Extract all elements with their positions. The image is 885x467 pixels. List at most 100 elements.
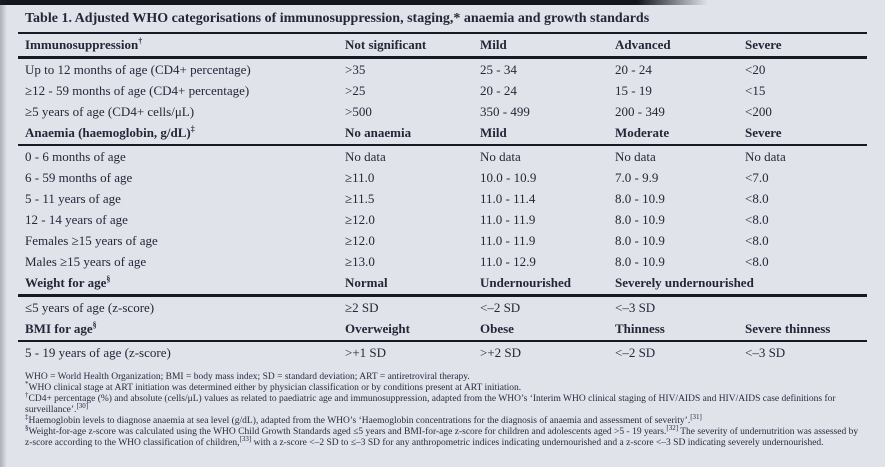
cell-value: 20 - 24 — [615, 61, 652, 77]
footnote: *WHO clinical stage at ART initiation wa… — [25, 379, 859, 394]
row-label: Males ≥15 years of age — [25, 254, 147, 269]
column-header: Advanced — [615, 37, 671, 52]
table-row: 5 - 19 years of age (z-score) >+1 SD >+2… — [18, 342, 869, 363]
cell-value: 8.0 - 10.9 — [615, 254, 665, 269]
footnote-text: Haemoglobin levels to diagnose anaemia a… — [28, 412, 702, 426]
cell-value: ≥11.0 — [345, 170, 375, 185]
column-header: Moderate — [615, 124, 670, 140]
section-title: Weight for age§ — [25, 272, 345, 294]
cell-value: <200 — [745, 103, 772, 119]
section-title-text: Immunosuppression — [25, 37, 139, 52]
cell-value: <–3 SD — [615, 299, 656, 315]
footnote-marker: * — [25, 379, 29, 388]
column-header: Severe thinness — [745, 320, 831, 336]
divider — [18, 339, 867, 342]
cell-value: <8.0 — [745, 191, 769, 206]
table-row: ≥12 - 59 months of age (CD4+ percentage)… — [18, 80, 869, 101]
row-label: Females ≥15 years of age — [25, 233, 158, 248]
column-header: Undernourished — [480, 275, 572, 290]
footnote: †CD4+ percentage (%) and absolute (cells… — [25, 390, 859, 416]
cell-value: 8.0 - 10.9 — [615, 191, 665, 206]
footnote-marker: § — [92, 320, 97, 330]
cell-value: <–2 SD — [480, 299, 521, 315]
column-header: Severe — [745, 124, 782, 140]
cell-value: <8.0 — [745, 212, 769, 227]
row-label: Up to 12 months of age (CD4+ percentage) — [25, 61, 251, 77]
table-title: Table 1. Adjusted WHO categorisations of… — [25, 11, 650, 26]
cell-value: 8.0 - 10.9 — [615, 212, 665, 227]
section-title-text: Anaemia (haemoglobin, g/dL) — [25, 124, 191, 140]
cell-value: >25 — [345, 82, 366, 98]
table-row: Up to 12 months of age (CD4+ percentage)… — [18, 59, 869, 80]
cell-value: 25 - 34 — [480, 61, 517, 77]
divider — [18, 294, 867, 297]
column-header: Not significant — [345, 37, 427, 52]
row-label: 0 - 6 months of age — [25, 149, 126, 164]
cell-value: <8.0 — [745, 254, 769, 269]
footnote-text: WHO clinical stage at ART initiation was… — [28, 383, 522, 393]
divider-under-title — [18, 32, 867, 34]
cell-value: 20 - 24 — [480, 82, 517, 98]
footnotes-block: WHO = World Health Organization; BMI = b… — [18, 372, 869, 449]
table-row: 5 - 11 years of age ≥11.5 11.0 - 11.4 8.… — [18, 188, 869, 209]
section-header-row: Anaemia (haemoglobin, g/dL)‡ No anaemia … — [18, 122, 869, 144]
cell-value: >35 — [345, 61, 366, 77]
footnote: WHO = World Health Organization; BMI = b… — [25, 372, 859, 383]
cell-value: 11.0 - 11.4 — [480, 191, 536, 206]
cell-value: 11.0 - 11.9 — [480, 212, 536, 227]
cell-value: ≥12.0 — [345, 233, 375, 248]
cell-value: <–2 SD — [615, 345, 656, 360]
section-header-row: Immunosuppression† Not significant Mild … — [18, 34, 869, 56]
row-label: 5 - 11 years of age — [25, 191, 121, 206]
cell-value: <7.0 — [745, 170, 769, 185]
cell-value: >+1 SD — [345, 345, 387, 360]
footnote-marker: ‡ — [190, 124, 195, 134]
column-header: Mild — [480, 124, 507, 140]
cell-value: 200 - 349 — [615, 103, 665, 119]
footnote-text: WHO = World Health Organization; BMI = b… — [25, 372, 470, 382]
table-row: 0 - 6 months of age No data No data No d… — [18, 146, 869, 167]
column-header: Severe — [745, 37, 782, 52]
cell-value: 7.0 - 9.9 — [615, 170, 659, 185]
cell-value: >+2 SD — [480, 345, 522, 360]
footnote-marker: § — [106, 274, 111, 284]
column-header: Thinness — [615, 320, 665, 336]
table-row: Males ≥15 years of age ≥13.0 11.0 - 12.9… — [18, 251, 869, 272]
cell-value: <20 — [745, 61, 766, 77]
column-header: Obese — [480, 320, 514, 336]
cell-value: 10.0 - 10.9 — [480, 170, 537, 185]
section-title: Anaemia (haemoglobin, g/dL)‡ — [25, 122, 345, 144]
cell-value: <15 — [745, 82, 766, 98]
footnote-marker: † — [25, 390, 29, 399]
footnote-text: Weight-for-age z-score was calculated us… — [25, 423, 859, 448]
cell-value: No data — [615, 149, 656, 164]
cell-value: >500 — [345, 103, 372, 119]
row-label: 5 - 19 years of age (z-score) — [25, 345, 171, 360]
cell-value: ≥13.0 — [345, 254, 375, 269]
row-label: 6 - 59 months of age — [25, 170, 133, 185]
table-row: 12 - 14 years of age ≥12.0 11.0 - 11.9 8… — [18, 209, 869, 230]
row-label: 12 - 14 years of age — [25, 212, 128, 227]
footnote-marker: § — [25, 423, 29, 432]
cell-value: 11.0 - 11.9 — [480, 233, 536, 248]
cell-value: 350 - 499 — [480, 103, 530, 119]
section-title-text: BMI for age — [25, 320, 93, 336]
column-header: Overweight — [345, 320, 410, 336]
row-label: ≥12 - 59 months of age (CD4+ percentage) — [25, 82, 250, 98]
table-row: 6 - 59 months of age ≥11.0 10.0 - 10.9 7… — [18, 167, 869, 188]
cell-value: No data — [480, 149, 521, 164]
table-row: ≤5 years of age (z-score) ≥2 SD <–2 SD <… — [18, 297, 869, 318]
footnote: ‡Haemoglobin levels to diagnose anaemia … — [25, 412, 859, 427]
section-title: Immunosuppression† — [25, 34, 345, 56]
row-label: ≥5 years of age (CD4+ cells/μL) — [25, 103, 195, 119]
cell-value: ≥12.0 — [345, 212, 375, 227]
section-header-row: BMI for age§ Overweight Obese Thinness S… — [18, 318, 869, 340]
section-header-row: Weight for age§ Normal Undernourished Se… — [18, 272, 869, 294]
cell-value: No data — [345, 149, 386, 164]
cell-value: 15 - 19 — [615, 82, 652, 98]
footnote: §Weight-for-age z-score was calculated u… — [25, 423, 859, 449]
column-header: Normal — [345, 275, 388, 290]
footnote-marker: ‡ — [25, 412, 29, 421]
cell-value: 8.0 - 10.9 — [615, 233, 665, 248]
